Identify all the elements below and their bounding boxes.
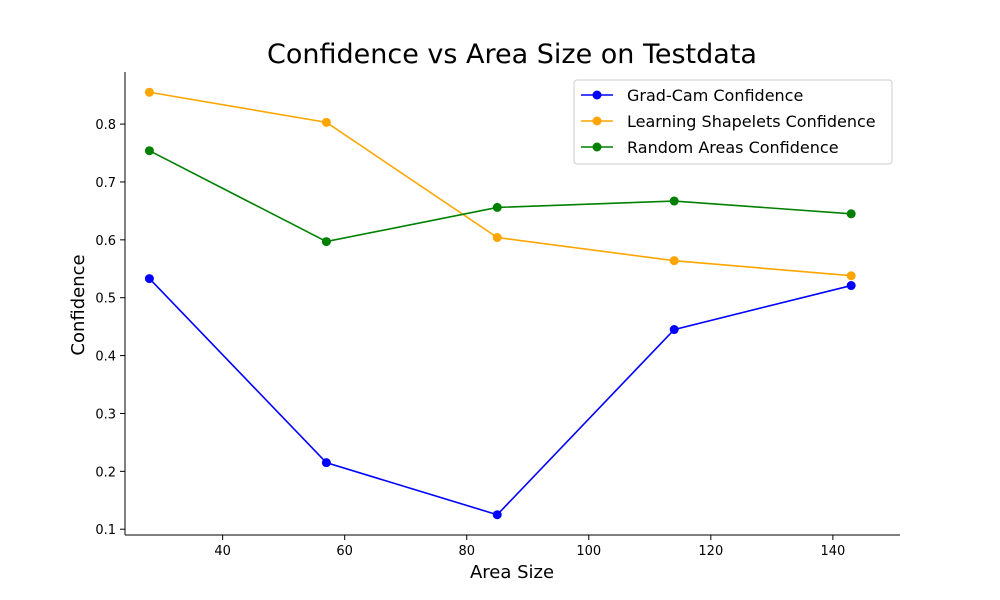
series-line-0 xyxy=(148,278,852,516)
x-tick-label: 40 xyxy=(214,544,231,559)
x-tick-label: 140 xyxy=(820,544,845,559)
series-layer xyxy=(144,87,856,520)
data-point-series-2 xyxy=(669,196,679,206)
x-tick-label: 60 xyxy=(336,544,353,559)
y-tick-label: 0.1 xyxy=(95,523,116,538)
x-ticks: 40 60 80 100 120 140 xyxy=(214,535,845,559)
legend-box xyxy=(573,79,893,165)
y-axis-label: Confidence xyxy=(68,254,89,355)
y-tick-label: 0.6 xyxy=(95,234,116,249)
y-tick-label: 0.7 xyxy=(95,176,116,191)
x-tick-label: 120 xyxy=(698,544,723,559)
y-tick-label: 0.3 xyxy=(95,407,116,422)
y-tick-label: 0.5 xyxy=(95,292,116,307)
x-axis-label: Area Size xyxy=(470,562,554,583)
data-point-series-0 xyxy=(846,281,856,291)
data-point-series-1 xyxy=(669,256,679,266)
data-point-series-0 xyxy=(144,274,154,284)
legend: Grad-Cam Confidence Learning Shapelets Co… xyxy=(573,79,893,165)
legend-label: Grad-Cam Confidence xyxy=(627,86,803,105)
y-tick-label: 0.4 xyxy=(95,350,116,365)
data-point-series-1 xyxy=(846,271,856,281)
data-point-series-1 xyxy=(144,87,154,97)
data-point-series-2 xyxy=(321,237,331,247)
y-ticks: 0.1 0.2 0.3 0.4 0.5 0.6 0.7 0.8 xyxy=(95,118,125,538)
chart-title: Confidence vs Area Size on Testdata xyxy=(267,39,757,70)
y-tick-label: 0.8 xyxy=(95,118,116,133)
data-point-series-2 xyxy=(492,202,502,212)
data-point-series-0 xyxy=(669,325,679,335)
data-point-series-2 xyxy=(144,146,154,156)
x-tick-label: 80 xyxy=(458,544,475,559)
legend-swatch-marker xyxy=(592,142,602,152)
data-point-series-0 xyxy=(321,458,331,468)
data-point-series-2 xyxy=(846,209,856,219)
data-point-series-1 xyxy=(321,117,331,127)
legend-swatch-marker xyxy=(592,116,602,126)
legend-label: Random Areas Confidence xyxy=(627,138,839,157)
legend-label: Learning Shapelets Confidence xyxy=(627,112,876,131)
y-tick-label: 0.2 xyxy=(95,465,116,480)
data-point-series-1 xyxy=(492,233,502,243)
legend-swatch-marker xyxy=(592,90,602,100)
data-point-series-0 xyxy=(492,510,502,520)
x-tick-label: 100 xyxy=(576,544,601,559)
